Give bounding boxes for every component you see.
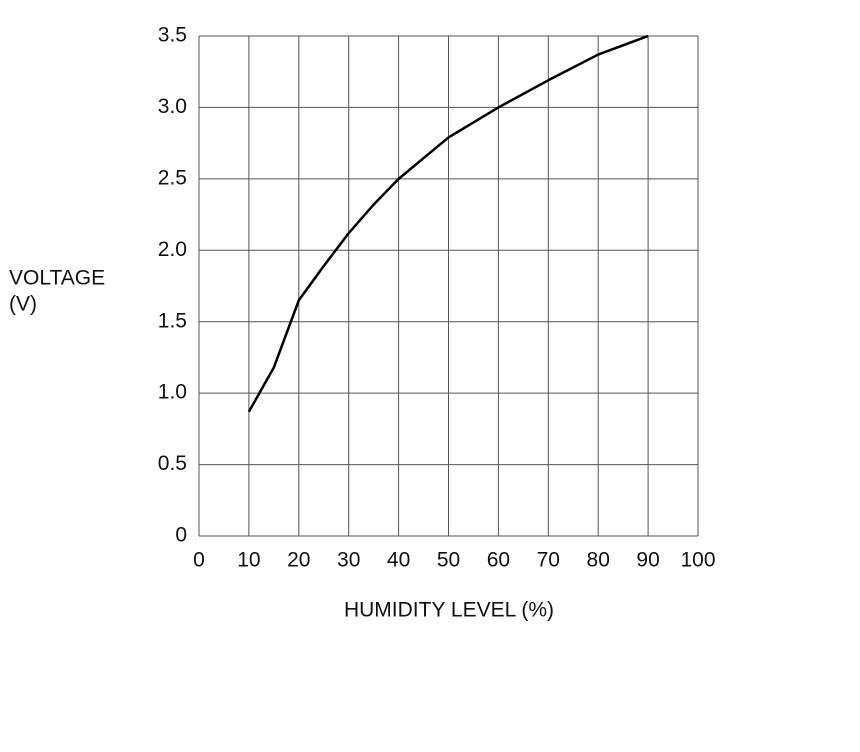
x-tick-label: 40 [387,549,410,572]
x-axis-label: HUMIDITY LEVEL (%) [344,599,554,622]
x-tick-label: 100 [680,549,715,572]
x-tick-label: 10 [237,549,260,572]
x-tick-label: 80 [587,549,610,572]
y-tick-label: 1.5 [158,309,187,332]
x-tick-label: 0 [193,549,205,572]
y-tick-label: 2.5 [158,166,187,189]
y-tick-label: 2.0 [158,238,187,261]
y-tick-label: 1.0 [158,381,187,404]
x-tick-label: 90 [636,549,659,572]
x-tick-label: 50 [437,549,460,572]
y-tick-label: 0.5 [158,452,187,475]
data-line [247,34,649,413]
x-tick-label: 20 [287,549,310,572]
x-tick-label: 70 [537,549,560,572]
x-tick-label: 60 [487,549,510,572]
x-tick-label: 30 [337,549,360,572]
y-axis-label: (V) [9,293,37,316]
y-tick-label: 0 [175,524,187,547]
y-tick-label: 3.0 [158,95,187,118]
y-tick-label: 3.5 [158,24,187,47]
y-axis-label: VOLTAGE [9,267,105,290]
